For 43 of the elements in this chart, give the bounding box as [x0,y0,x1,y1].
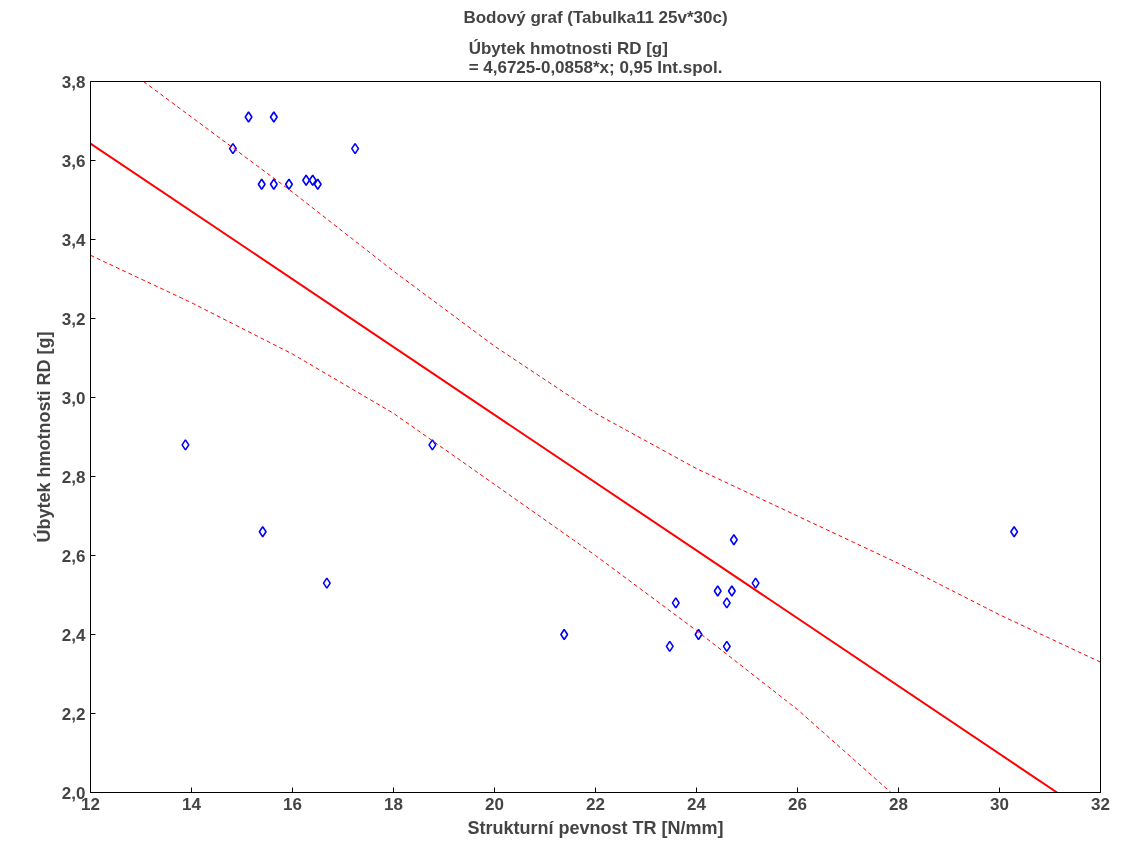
x-tick-label: 18 [384,794,403,814]
y-tick-label: 2,2 [61,704,86,724]
y-tick-label: 2,4 [61,625,87,645]
point [244,111,253,123]
point [428,439,437,451]
point [350,142,360,155]
x-tick-label: 26 [788,794,807,814]
x-tick-label: 32 [1091,794,1110,814]
x-tick-label: 20 [485,794,504,814]
point [269,178,278,190]
y-tick-label: 3,0 [61,388,86,408]
point [727,585,736,597]
point [322,577,331,589]
x-axis-title: Strukturní pevnost TR [N/mm] [467,817,724,838]
chart-title: Bodový graf (Tabulka11 25v*30c) [463,7,728,27]
point [257,178,266,190]
point [751,577,760,589]
x-tick-label: 14 [182,794,202,814]
point [671,597,680,609]
y-tick-label: 2,8 [61,467,86,487]
y-axis-title: Úbytek hmotnosti RD [g] [32,331,54,543]
y-tick-label: 3,8 [61,72,86,92]
point [722,597,731,609]
x-tick-label: 28 [889,794,908,814]
x-tick-label: 16 [283,794,302,814]
y-tick-label: 2,6 [61,546,86,566]
x-tick-label: 24 [687,794,707,814]
point [713,585,722,597]
x-tick-label: 30 [990,794,1009,814]
y-tick-label: 3,4 [61,230,87,250]
point [181,439,190,451]
chart-subtitle: Úbytek hmotnosti RD [g] = 4,6725-0,0858*x; 0,95 Int.spol. [468,38,723,77]
x-tick-label: 22 [586,794,605,814]
point [228,142,238,155]
point [284,178,294,190]
y-tick-label: 3,6 [61,151,86,171]
point [313,178,322,190]
point [1010,526,1019,538]
point [258,526,267,538]
y-tick-label: 3,2 [61,309,86,329]
line-series [90,254,892,793]
point [269,111,278,123]
line-series [143,81,1101,663]
